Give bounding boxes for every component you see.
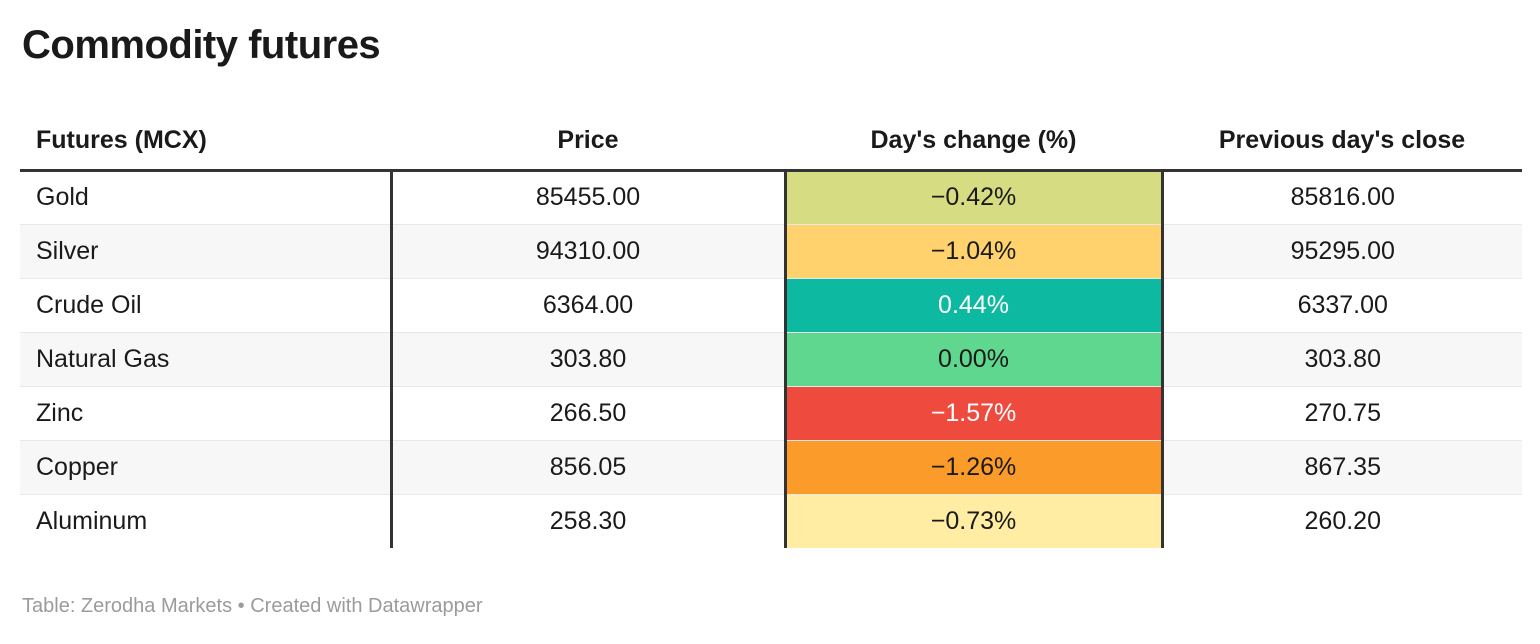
futures-cell: Copper (20, 440, 391, 495)
change-cell: −0.73% (783, 494, 1164, 548)
prev-close-cell: 95295.00 (1162, 224, 1522, 279)
price-cell: 856.05 (389, 440, 785, 495)
table-row-zinc: Zinc 266.50 −1.57% 270.75 (20, 386, 1522, 441)
header-row: Futures (MCX) Price Day's change (%) Pre… (20, 110, 1522, 172)
table-row-aluminum: Aluminum 258.30 −0.73% 260.20 (20, 494, 1522, 548)
commodity-futures-table: Futures (MCX) Price Day's change (%) Pre… (20, 110, 1522, 548)
prev-close-cell: 85816.00 (1162, 170, 1522, 225)
prev-close-cell: 260.20 (1304, 506, 1381, 535)
price-cell: 6364.00 (389, 278, 785, 333)
futures-cell: Gold (20, 170, 391, 225)
change-cell: −1.26% (783, 440, 1164, 495)
table-row-natural-gas: Natural Gas 303.80 0.00% 303.80 (20, 332, 1522, 387)
table-row-crude-oil: Crude Oil 6364.00 0.44% 6337.00 (20, 278, 1522, 333)
futures-cell: Crude Oil (20, 278, 391, 333)
price-cell: 303.80 (389, 332, 785, 387)
prev-close-cell: 270.75 (1162, 386, 1522, 441)
change-cell: 0.44% (783, 278, 1164, 333)
table-row-gold: Gold 85455.00 −0.42% 85816.00 (20, 170, 1522, 225)
price-cell: 258.30 (389, 494, 785, 548)
table-body: Gold 85455.00 −0.42% 85816.00 Silver 943… (20, 170, 1522, 548)
futures-cell: Zinc (20, 386, 391, 441)
table-row-silver: Silver 94310.00 −1.04% 95295.00 (20, 224, 1522, 279)
prev-close-cell: 867.35 (1162, 440, 1522, 495)
price-cell: 85455.00 (389, 170, 785, 225)
price-cell: 266.50 (389, 386, 785, 441)
prev-close-cell: 6337.00 (1162, 278, 1522, 333)
table-row-copper: Copper 856.05 −1.26% 867.35 (20, 440, 1522, 495)
table-header: Futures (MCX) Price Day's change (%) Pre… (20, 110, 1522, 172)
column-header-prev-close: Previous day's close (1162, 110, 1522, 172)
prev-close-cell: 303.80 (1162, 332, 1522, 387)
change-cell: −1.04% (783, 224, 1164, 279)
page-title: Commodity futures (22, 23, 381, 67)
change-cell: 0.00% (783, 332, 1164, 387)
footer-attribution: Table: Zerodha Markets • Created with Da… (22, 595, 483, 617)
column-header-change: Day's change (%) (785, 110, 1162, 172)
column-header-futures: Futures (MCX) (20, 110, 391, 172)
change-cell: −0.42% (783, 170, 1164, 225)
price-cell: 94310.00 (389, 224, 785, 279)
change-cell: −1.57% (783, 386, 1164, 441)
column-header-price: Price (391, 110, 785, 172)
futures-cell: Silver (20, 224, 391, 279)
futures-cell: Natural Gas (20, 332, 391, 387)
futures-cell: Aluminum (36, 506, 148, 535)
